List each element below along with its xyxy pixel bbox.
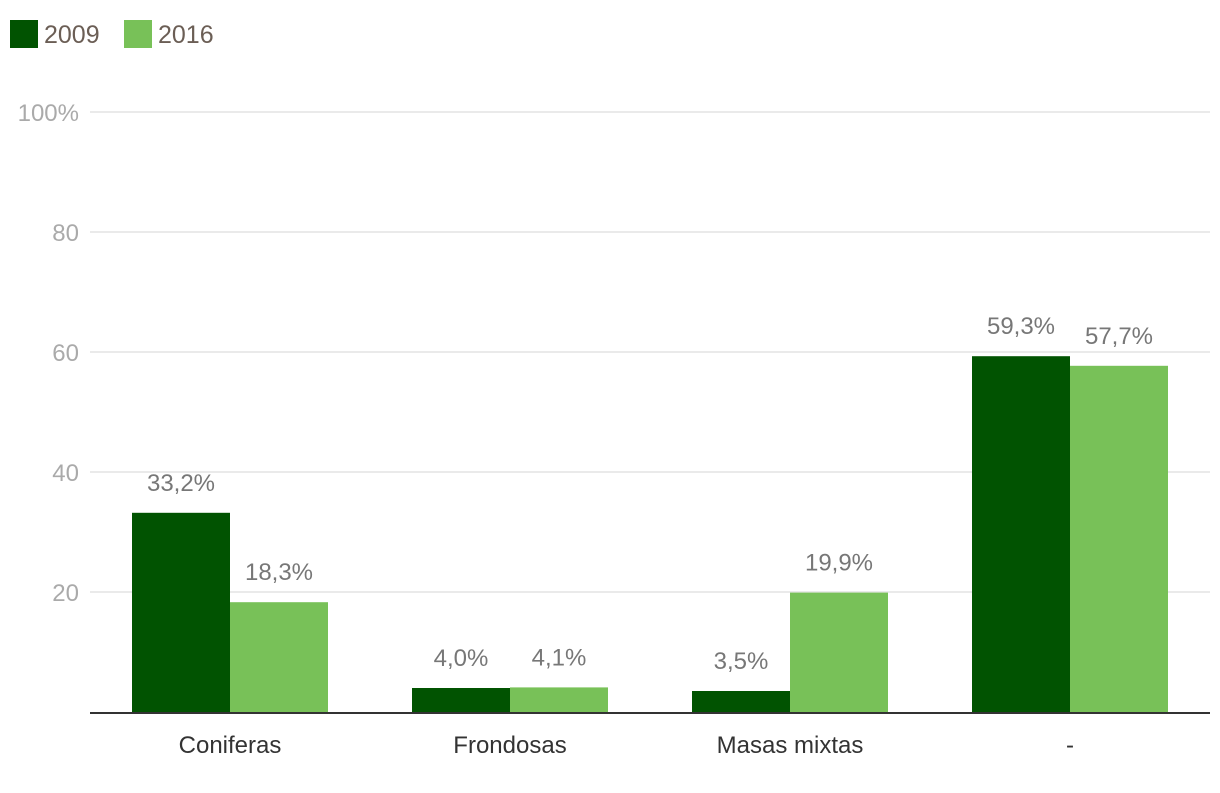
y-tick-label: 60 [52,340,79,367]
data-label: 3,5% [714,648,769,675]
bar-2009 [972,356,1070,712]
bar-2009 [132,512,230,712]
x-axis: Coniferas Frondosas Masas mixtas - [90,712,1210,759]
bars: 33,2% 18,3% 4,0% 4,1% 3,5% 19,9% 59,3% 57,7% [132,313,1168,712]
y-tick-label: 20 [52,580,79,607]
bar-2016 [790,592,888,712]
x-tick-label: Masas mixtas [717,732,864,759]
bar-2016 [510,687,608,712]
y-tick-label: 100% [18,100,79,127]
x-tick-label: - [1066,732,1074,759]
bar-2009 [412,688,510,712]
legend-swatch-2009 [10,20,38,48]
legend-label: 2016 [158,21,214,49]
y-tick-label: 80 [52,220,79,247]
data-label: 4,0% [434,645,489,672]
x-tick-label: Frondosas [453,732,566,759]
data-label: 33,2% [147,470,215,497]
y-tick-label: 40 [52,460,79,487]
x-tick-label: Coniferas [179,732,282,759]
legend-label: 2009 [44,21,100,49]
data-label: 57,7% [1085,323,1153,350]
data-label: 59,3% [987,313,1055,340]
legend: 2009 2016 [10,20,214,49]
bar-2009 [692,691,790,712]
bar-2016 [230,602,328,712]
data-label: 19,9% [805,550,873,577]
data-label: 4,1% [532,644,587,671]
legend-swatch-2016 [124,20,152,48]
bar-2016 [1070,365,1168,712]
data-label: 18,3% [245,559,313,586]
gridlines: 20 40 60 80 100% [18,100,1210,607]
